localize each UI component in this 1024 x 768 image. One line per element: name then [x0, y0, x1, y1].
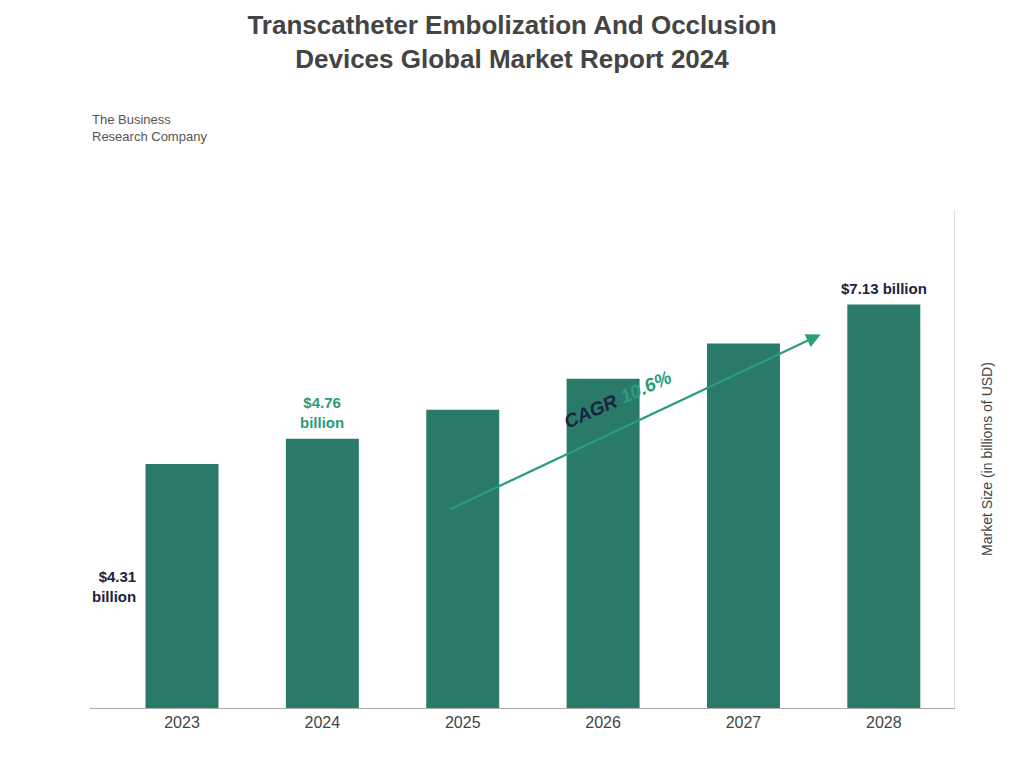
- svg-text:The BusinessResearch Company: The BusinessResearch Company: [92, 112, 207, 144]
- svg-text:$4.31billion: $4.31billion: [92, 568, 136, 605]
- svg-text:$4.76billion: $4.76billion: [300, 394, 344, 431]
- svg-text:CAGR 10.6%: CAGR 10.6%: [561, 366, 675, 432]
- svg-text:2025: 2025: [445, 714, 481, 731]
- svg-text:2024: 2024: [305, 714, 341, 731]
- svg-text:Market Size (in billions of US: Market Size (in billions of USD): [979, 362, 995, 556]
- svg-text:2023: 2023: [164, 714, 200, 731]
- svg-text:2026: 2026: [585, 714, 621, 731]
- svg-text:$7.13 billion: $7.13 billion: [841, 280, 927, 297]
- svg-text:2028: 2028: [866, 714, 902, 731]
- svg-text:Transcatheter Embolization And: Transcatheter Embolization And Occlusion…: [247, 10, 776, 74]
- svg-text:2027: 2027: [726, 714, 762, 731]
